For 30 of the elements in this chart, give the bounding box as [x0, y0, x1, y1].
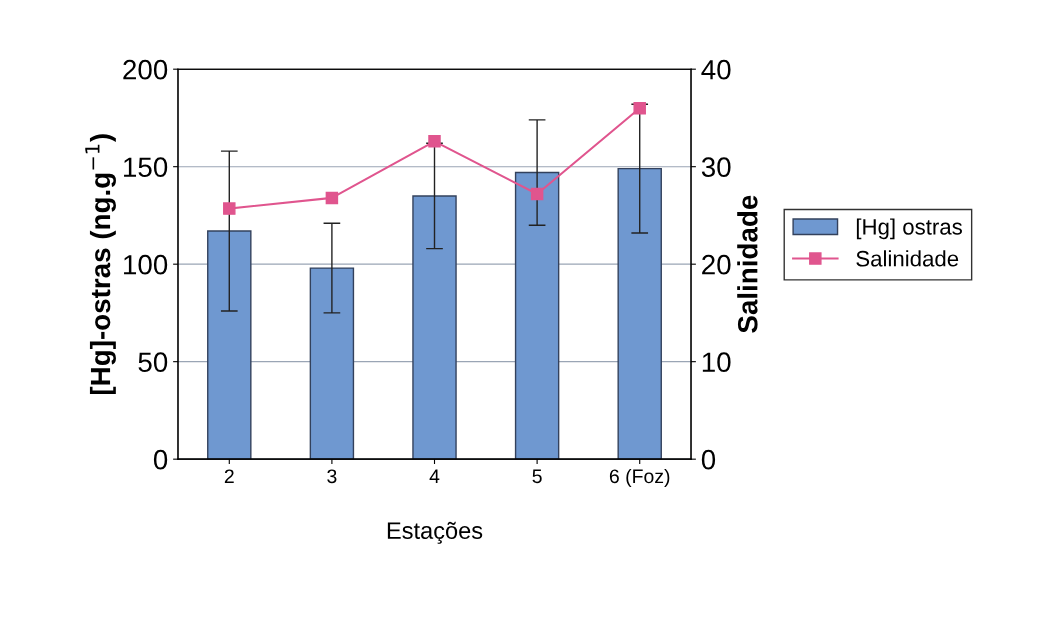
bar: [207, 230, 252, 460]
point: [428, 135, 441, 148]
x-tick-label: 3: [327, 469, 337, 484]
bar: [309, 267, 355, 460]
y2-axis-title: Salinidade: [737, 195, 758, 333]
bar: [617, 167, 662, 460]
y-tick-label: 0: [153, 449, 168, 470]
y-axis-title: [Hg]-ostras (ng.g$^{−1}$): [85, 134, 116, 395]
y-tick-label: 200: [123, 59, 168, 80]
y2-tick-label: 0: [701, 449, 716, 470]
x-tick-label: 6 (Foz): [609, 468, 670, 488]
point: [633, 101, 646, 115]
point: [325, 191, 339, 205]
bar: [514, 171, 560, 460]
point: [223, 202, 236, 215]
y-tick-label: 150: [124, 157, 168, 178]
y2-tick-label: 20: [702, 254, 731, 275]
y2-tick-label: 30: [701, 157, 731, 178]
point: [530, 187, 544, 201]
y-tick-label: 100: [124, 254, 168, 275]
x-tick-label: 5: [532, 469, 542, 484]
legend-label: Salinidade: [856, 250, 959, 267]
legend-label: [Hg] ostras: [856, 218, 962, 240]
x-axis-title: Estações: [387, 521, 483, 544]
y-tick-label: 50: [138, 352, 168, 373]
y2-tick-label: 10: [702, 352, 731, 373]
y2-tick-label: 40: [701, 59, 731, 80]
x-tick-label: 4: [429, 469, 440, 483]
bar: [412, 195, 457, 460]
x-tick-label: 2: [224, 469, 234, 483]
